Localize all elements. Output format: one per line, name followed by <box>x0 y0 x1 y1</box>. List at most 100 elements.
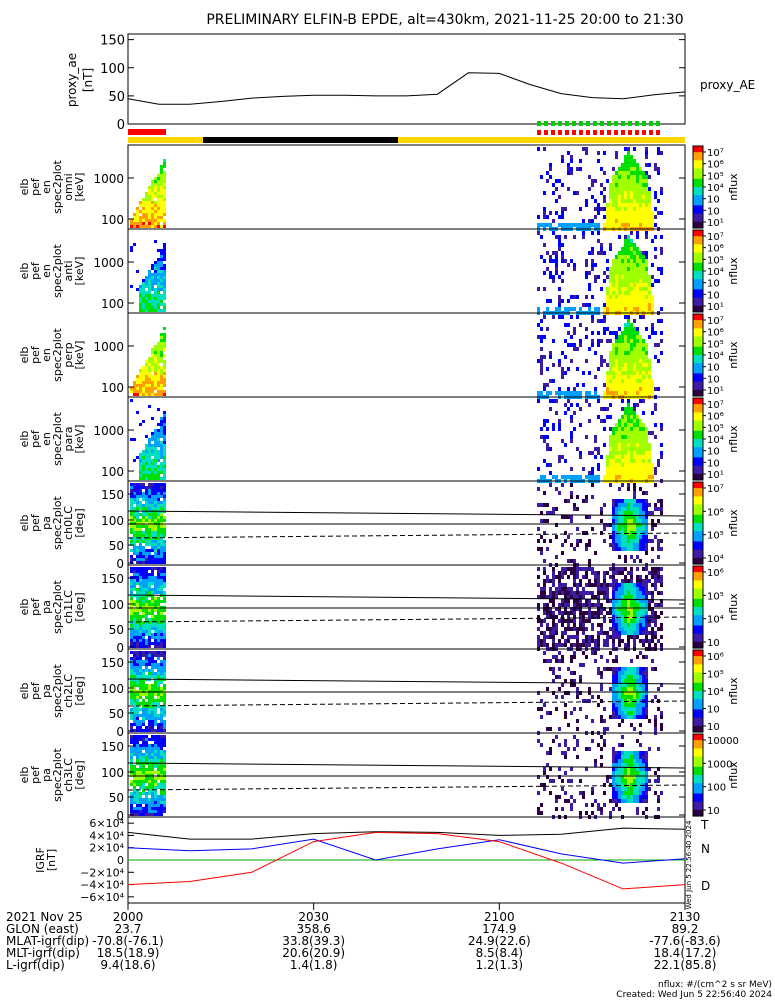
flux-cell <box>561 587 564 591</box>
flux-cell <box>139 765 142 768</box>
flux-cell <box>537 583 540 587</box>
flux-cell <box>561 439 564 443</box>
flux-cell <box>142 375 145 378</box>
flux-cell <box>157 495 160 498</box>
flux-cell <box>133 651 136 654</box>
flux-cell <box>157 627 160 630</box>
flux-cell <box>645 259 648 263</box>
flux-cell <box>148 651 151 654</box>
flux-cell <box>636 383 639 387</box>
flux-cell <box>157 699 160 702</box>
flux-cell <box>142 603 145 606</box>
flux-cell <box>136 657 139 660</box>
flux-cell <box>621 715 624 719</box>
flux-cell <box>151 471 154 474</box>
flux-cell <box>157 174 160 177</box>
flux-cell <box>630 507 633 511</box>
flux-cell <box>130 633 133 636</box>
flux-cell <box>627 435 630 439</box>
flux-cell <box>163 267 166 270</box>
flux-cell <box>148 669 151 672</box>
flux-cell <box>130 642 133 645</box>
flux-cell <box>624 427 627 431</box>
flux-cell <box>609 219 612 223</box>
flux-cell <box>561 299 564 303</box>
flux-cell <box>160 726 163 729</box>
flux-cell <box>633 175 636 179</box>
flux-cell <box>154 525 157 528</box>
flux-cell <box>639 367 642 371</box>
flux-cell <box>561 567 564 571</box>
flux-cell <box>594 263 597 267</box>
flux-cell <box>154 450 157 453</box>
flux-cell <box>648 359 651 363</box>
flux-cell <box>630 411 633 415</box>
flux-cell <box>603 383 606 387</box>
flux-cell <box>136 519 139 522</box>
flux-cell <box>657 555 660 559</box>
flux-cell <box>624 219 627 223</box>
flux-cell <box>627 591 630 595</box>
flux-cell <box>160 333 163 336</box>
flux-cell <box>624 703 627 707</box>
flux-cell <box>633 303 636 307</box>
flux-cell <box>612 703 615 707</box>
flux-cell <box>157 582 160 585</box>
flux-cell <box>642 371 645 375</box>
flux-cell <box>639 443 642 447</box>
flux-cell <box>142 516 145 519</box>
flux-cell <box>636 627 639 631</box>
spectrogram-ytick-label: 1000 <box>93 256 124 270</box>
flux-cell <box>585 603 588 607</box>
flux-cell <box>151 675 154 678</box>
flux-cell <box>142 717 145 720</box>
flux-cell <box>133 558 136 561</box>
flux-cell <box>540 535 543 539</box>
flux-cell <box>591 231 594 235</box>
flux-cell <box>615 695 618 699</box>
flux-cell <box>594 207 597 211</box>
flux-cell <box>142 684 145 687</box>
flux-cell <box>157 621 160 624</box>
flux-cell <box>627 699 630 703</box>
flux-cell <box>576 295 579 299</box>
flux-cell <box>612 587 615 591</box>
panel-stack: 150100500proxy_ae [nT] proxy_AE1000100elbp… <box>18 34 755 910</box>
flux-cell <box>543 635 546 639</box>
flux-cell <box>609 415 612 419</box>
flux-cell <box>163 600 166 603</box>
flux-cell <box>154 627 157 630</box>
flux-cell <box>609 543 612 547</box>
flux-cell <box>148 810 151 813</box>
flux-cell <box>639 519 642 523</box>
flux-cell <box>139 714 142 717</box>
flux-cell <box>160 348 163 351</box>
flux-cell <box>639 603 642 607</box>
flux-cell <box>136 591 139 594</box>
flux-cell <box>154 723 157 726</box>
flux-cell <box>633 339 636 343</box>
flux-cell <box>660 579 663 583</box>
flux-cell <box>579 675 582 679</box>
flux-cell <box>139 801 142 804</box>
flux-cell <box>151 699 154 702</box>
flux-cell <box>609 379 612 383</box>
flux-cell <box>552 603 555 607</box>
flux-cell <box>636 303 639 307</box>
flux-cell <box>612 355 615 359</box>
flux-cell <box>621 195 624 199</box>
flux-cell <box>130 657 133 660</box>
flux-cell <box>133 777 136 780</box>
flux-cell <box>606 383 609 387</box>
flux-cell <box>139 735 142 738</box>
flux-cell <box>163 345 166 348</box>
flux-cell <box>148 285 151 288</box>
flux-cell <box>660 567 663 571</box>
flux-cell <box>139 465 142 468</box>
flux-cell <box>624 391 627 395</box>
flux-cell <box>148 372 151 375</box>
flux-cell <box>654 611 657 615</box>
flux-cell <box>151 189 154 192</box>
flux-cell <box>636 163 639 167</box>
flux-cell <box>558 427 561 431</box>
